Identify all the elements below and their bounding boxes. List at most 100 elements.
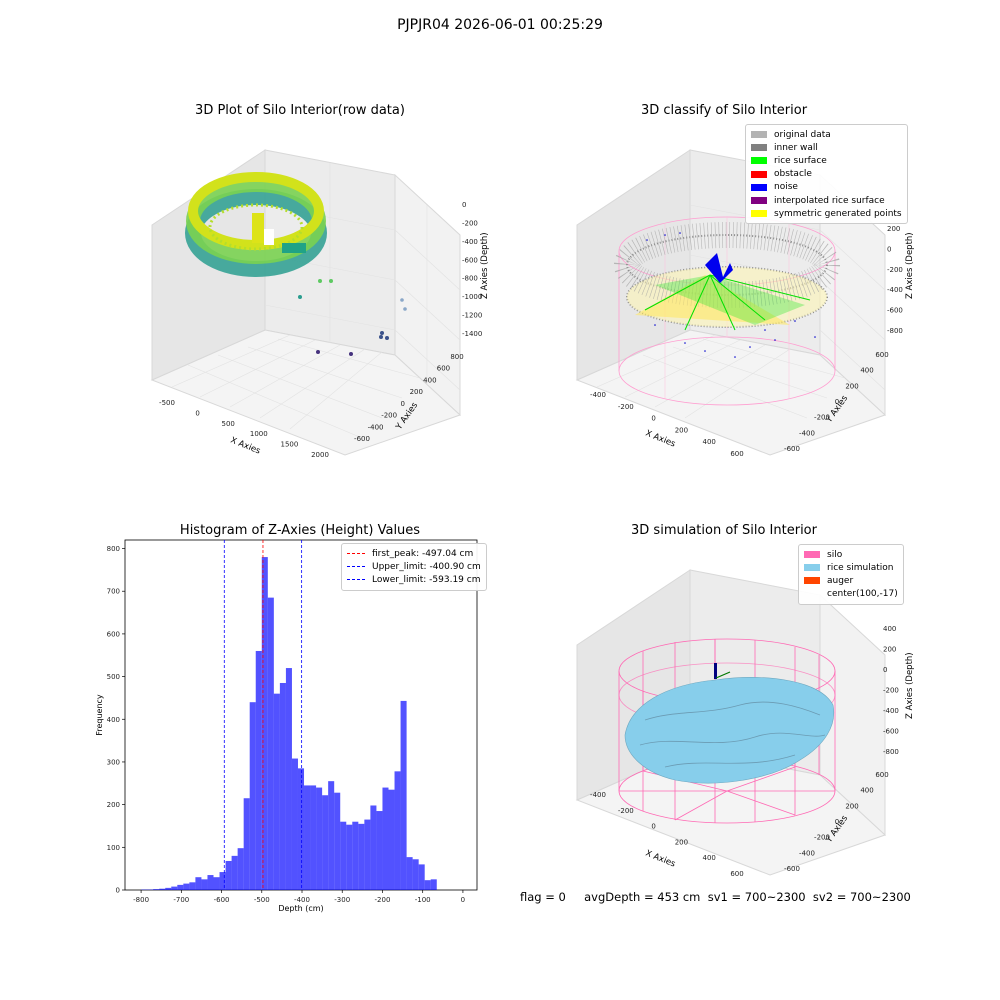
y-tick-label: 100 bbox=[107, 844, 120, 852]
histogram-bar bbox=[346, 824, 353, 890]
histogram-bar bbox=[279, 682, 286, 890]
legend-swatch bbox=[804, 591, 820, 598]
tick-label: 0 bbox=[195, 409, 199, 417]
legend-line bbox=[347, 553, 365, 555]
histogram-bar bbox=[189, 882, 196, 890]
tick-label: 600 bbox=[730, 870, 743, 878]
tick-label: -600 bbox=[354, 435, 370, 443]
status-footer: flag = 0 avgDepth = 453 cm sv1 = 700~230… bbox=[520, 890, 911, 904]
tick-label: -400 bbox=[462, 238, 478, 246]
histogram-bar bbox=[400, 700, 407, 890]
tick-label: 200 bbox=[887, 225, 900, 233]
legend-item-rice-simulation: rice simulation bbox=[804, 561, 898, 574]
histogram-bar bbox=[394, 771, 401, 890]
legend-item-rice-surface: rice surface bbox=[751, 154, 902, 167]
legend-swatch bbox=[751, 157, 767, 165]
tick-label: 800 bbox=[450, 353, 463, 361]
legend-label: center(100,-17) bbox=[827, 589, 898, 600]
tick-label: -200 bbox=[618, 807, 634, 815]
histogram-bar bbox=[159, 888, 166, 890]
histogram-bar bbox=[364, 819, 371, 890]
tick-label: 0 bbox=[651, 415, 655, 423]
figure-suptitle: PJPJR04 2026-06-01 00:25:29 bbox=[397, 17, 603, 33]
legend-label: first_peak: -497.04 cm bbox=[372, 548, 474, 559]
histogram-bar bbox=[237, 848, 244, 890]
tick-label: -200 bbox=[462, 219, 478, 227]
tick-label: -600 bbox=[784, 865, 800, 873]
legend-swatch bbox=[751, 131, 767, 139]
tick-label: 0 bbox=[835, 818, 839, 826]
histogram-bar bbox=[304, 785, 311, 890]
legend-item-lower-limit: Lower_limit: -593.19 cm bbox=[347, 573, 481, 586]
tick-label: 0 bbox=[400, 400, 404, 408]
raw-3d-scatter bbox=[185, 172, 407, 356]
histogram-bars bbox=[141, 557, 437, 890]
histogram-chart: -800 -700 -600 -500 -400 -300 -200 -100 0 0 100 20… bbox=[95, 539, 478, 913]
histogram-bar bbox=[388, 789, 395, 890]
tick-label: 1000 bbox=[250, 430, 268, 438]
histogram-bar bbox=[310, 785, 317, 890]
legend-swatch bbox=[751, 144, 767, 152]
tick-label: 200 bbox=[845, 802, 858, 810]
histogram-title: Histogram of Z-Axies (Height) Values bbox=[179, 523, 421, 538]
legend-item-symmetric-generated-points: symmetric generated points bbox=[751, 207, 902, 220]
legend-item-obstacle: obstacle bbox=[751, 168, 902, 181]
x-tick-label: -200 bbox=[375, 896, 391, 904]
tick-label: -600 bbox=[784, 445, 800, 453]
x-tick-label: 0 bbox=[461, 896, 465, 904]
x-tick-label: -500 bbox=[254, 896, 270, 904]
raw-x-axis-label: X Axies bbox=[229, 436, 262, 457]
tick-label: 2000 bbox=[311, 451, 329, 459]
legend-line bbox=[347, 566, 365, 568]
tick-label: -400 bbox=[590, 391, 606, 399]
histogram-x-axis-label: Depth (cm) bbox=[278, 904, 323, 913]
tick-label: 200 bbox=[883, 646, 896, 654]
tick-label: -200 bbox=[814, 414, 830, 422]
classify-legend: original data inner wall rice surface ob… bbox=[745, 124, 908, 225]
legend-item-interpolated-rice-surface: interpolated rice surface bbox=[751, 194, 902, 207]
tick-label: -400 bbox=[590, 791, 606, 799]
histogram-bar bbox=[291, 758, 298, 890]
histogram-bar bbox=[195, 877, 202, 890]
histogram-reference-lines bbox=[223, 540, 303, 890]
tick-label: -1200 bbox=[462, 312, 482, 320]
histogram-bar bbox=[153, 889, 160, 890]
tick-label: 500 bbox=[222, 420, 235, 428]
tick-label: -600 bbox=[883, 728, 899, 736]
x-tick-label: -400 bbox=[294, 896, 310, 904]
histogram-bar bbox=[255, 650, 262, 890]
legend-label: obstacle bbox=[774, 169, 812, 180]
histogram-bar bbox=[267, 597, 274, 890]
y-tick-label: 0 bbox=[116, 887, 120, 895]
histogram-bar bbox=[418, 864, 425, 890]
tick-label: -800 bbox=[883, 748, 899, 756]
legend-item-silo: silo bbox=[804, 548, 898, 561]
simulation-plot-title: 3D simulation of Silo Interior bbox=[631, 523, 817, 538]
tick-label: -200 bbox=[883, 687, 899, 695]
histogram-bar bbox=[207, 875, 214, 890]
tick-label: 0 bbox=[462, 201, 466, 209]
x-tick-label: -300 bbox=[334, 896, 350, 904]
tick-label: 400 bbox=[883, 625, 896, 633]
histogram-bar bbox=[316, 787, 323, 890]
tick-label: -200 bbox=[381, 412, 397, 420]
classify-x-axis-label: X Axies bbox=[644, 429, 677, 450]
tick-label: -1400 bbox=[462, 330, 482, 338]
tick-label: -400 bbox=[799, 429, 815, 437]
tick-label: -200 bbox=[814, 834, 830, 842]
tick-label: 400 bbox=[860, 367, 873, 375]
histogram-bar bbox=[213, 877, 220, 890]
legend-item-noise: noise bbox=[751, 181, 902, 194]
histogram-bar bbox=[231, 855, 238, 890]
raw-3d-gridlines bbox=[171, 163, 461, 439]
legend-label: auger bbox=[827, 575, 854, 586]
tick-label: 0 bbox=[651, 823, 655, 831]
tick-label: 400 bbox=[703, 854, 716, 862]
tick-label: 600 bbox=[730, 450, 743, 458]
tick-label: 600 bbox=[875, 351, 888, 359]
legend-item-upper-limit: Upper_limit: -400.90 cm bbox=[347, 560, 481, 573]
histogram-bar bbox=[165, 887, 172, 890]
legend-label: noise bbox=[774, 182, 798, 193]
